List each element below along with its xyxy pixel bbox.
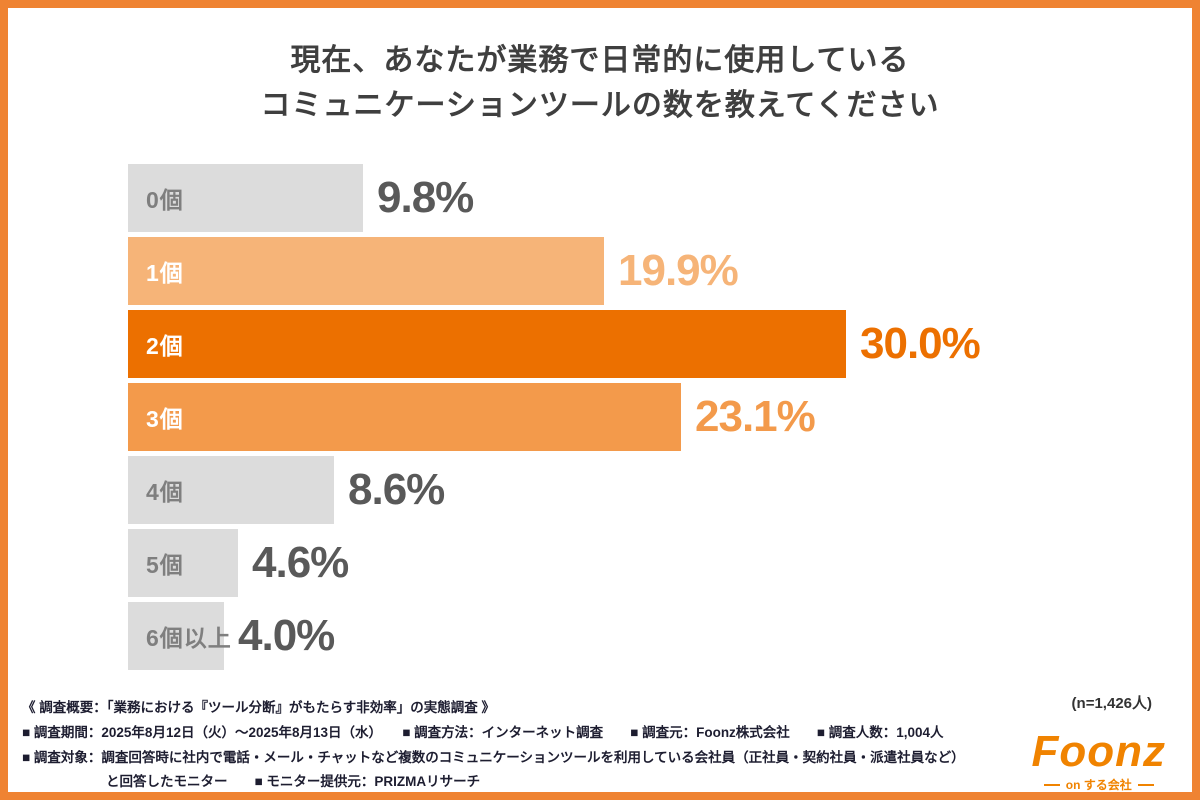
chart-title-line1: 現在、あなたが業務で日常的に使用している bbox=[290, 44, 910, 77]
bar-value-label: 19.9% bbox=[618, 246, 739, 295]
bar-category-label: 3個 bbox=[146, 406, 184, 432]
bar-value-label: 23.1% bbox=[695, 392, 816, 441]
bar-row: 4個 8.6% bbox=[128, 456, 1168, 524]
bar-category-label: 5個 bbox=[146, 552, 184, 578]
bar-category-label: 2個 bbox=[146, 333, 184, 359]
survey-overview-details-3: と回答したモニター ■ モニター提供元：PRIZMAリサーチ bbox=[106, 774, 481, 790]
bar: 0個 bbox=[128, 164, 363, 232]
bar-value-label: 4.6% bbox=[252, 538, 349, 587]
bar-row: 3個 23.1% bbox=[128, 383, 1168, 451]
bar-row: 0個 9.8% bbox=[128, 164, 1168, 232]
bar-row: 2個 30.0% bbox=[128, 310, 1168, 378]
survey-overview: 《 調査概要：「業務における『ツール分断』がもたらす非効率」の実態調査 》 ■ … bbox=[22, 696, 1032, 792]
foonz-logo-tagline-text: on する会社 bbox=[1065, 778, 1132, 792]
bar: 5個 bbox=[128, 529, 238, 597]
foonz-logo-tagline: on する会社 bbox=[1031, 776, 1166, 792]
bar-category-label: 6個以上 bbox=[146, 625, 232, 651]
bar-category-label: 1個 bbox=[146, 260, 184, 286]
survey-overview-title: 《 調査概要：「業務における『ツール分断』がもたらす非効率」の実態調査 》 bbox=[22, 700, 495, 715]
bar: 4個 bbox=[128, 456, 334, 524]
survey-overview-details-1: ■ 調査期間：2025年8月12日（火）〜2025年8月13日（水） ■ 調査方… bbox=[22, 724, 944, 740]
bar-chart: 0個 9.8% 1個 19.9% 2個 30.0% 3個 23.1% 4個 8.6% 5個 4.6% 6… bbox=[128, 164, 1168, 675]
bar-row: 1個 19.9% bbox=[128, 237, 1168, 305]
foonz-logo: Foonz on する会社 bbox=[1031, 730, 1166, 793]
bar: 3個 bbox=[128, 383, 681, 451]
bar-category-label: 0個 bbox=[146, 187, 184, 213]
foonz-logo-name: Foonz bbox=[1031, 727, 1166, 776]
bar-value-label: 9.8% bbox=[377, 173, 474, 222]
bar: 2個 bbox=[128, 310, 846, 378]
bar: 1個 bbox=[128, 237, 604, 305]
bar-value-label: 8.6% bbox=[348, 465, 445, 514]
chart-title-line2: コミュニケーションツールの数を教えてください bbox=[260, 89, 940, 122]
survey-overview-details-2: ■ 調査対象：調査回答時に社内で電話・メール・チャットなど複数のコミュニケーショ… bbox=[22, 749, 965, 765]
sample-size-label: (n=1,426人) bbox=[1071, 695, 1152, 712]
bar-row: 6個以上 4.0% bbox=[128, 602, 1168, 670]
bar-value-label: 30.0% bbox=[860, 319, 981, 368]
chart-title: 現在、あなたが業務で日常的に使用している コミュニケーションツールの数を教えてく… bbox=[8, 38, 1192, 128]
bar-row: 5個 4.6% bbox=[128, 529, 1168, 597]
bar-category-label: 4個 bbox=[146, 479, 184, 505]
bar: 6個以上 bbox=[128, 602, 231, 670]
bar-value-label: 4.0% bbox=[238, 611, 335, 660]
